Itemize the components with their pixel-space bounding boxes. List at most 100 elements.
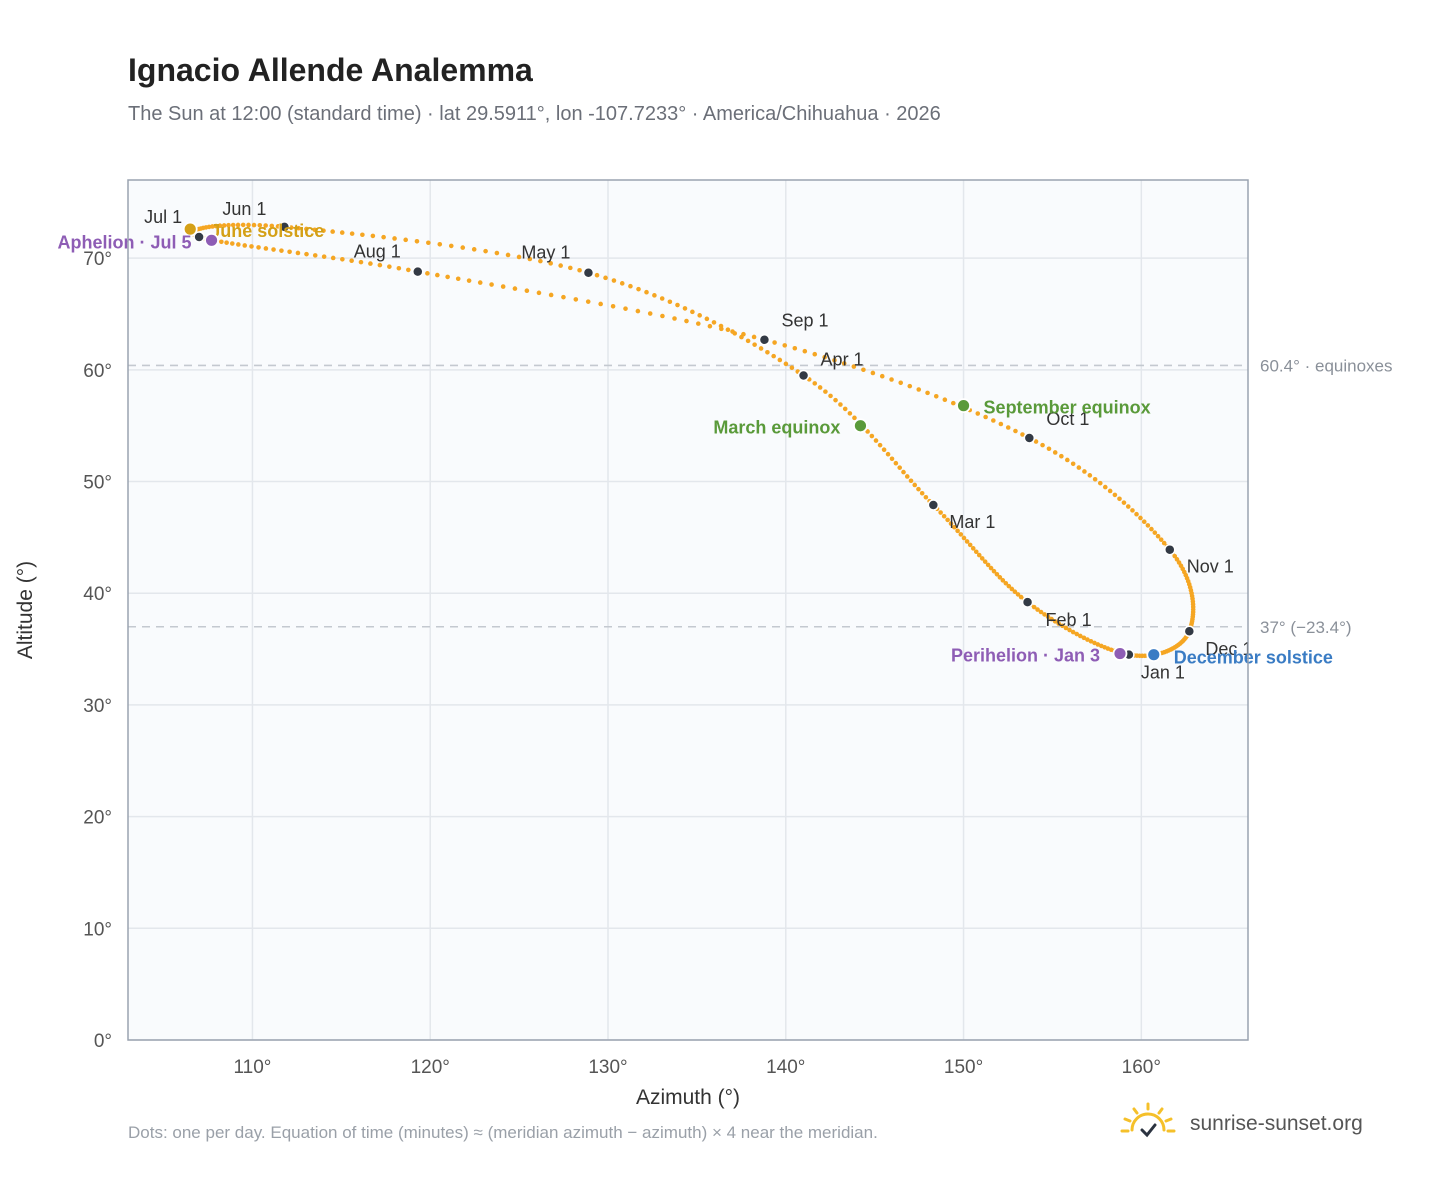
daily-sun-dot [585, 299, 591, 304]
daily-sun-dot [426, 240, 431, 246]
daily-sun-dot [263, 246, 269, 251]
daily-sun-dot [695, 321, 701, 326]
daily-sun-dot [765, 349, 770, 355]
daily-sun-dot [360, 232, 365, 238]
daily-sun-dot [594, 272, 600, 278]
daily-sun-dot [445, 274, 450, 280]
daily-sun-dot [923, 494, 929, 500]
daily-sun-dot [1033, 439, 1039, 444]
daily-sun-dot [976, 552, 982, 558]
daily-sun-dot [898, 380, 904, 386]
daily-sun-dot [500, 284, 506, 289]
daily-sun-dot [711, 320, 717, 325]
brand[interactable]: sunrise-sunset.org [1118, 1100, 1418, 1148]
daily-sun-dot [1149, 526, 1154, 532]
daily-sun-dot [958, 532, 964, 537]
month-marker [1023, 432, 1036, 444]
daily-sun-dot [916, 387, 922, 392]
daily-sun-dot [636, 286, 641, 292]
daily-sun-dot [1005, 425, 1011, 430]
daily-sun-dot [1092, 640, 1097, 646]
daily-sun-dot [1038, 609, 1044, 615]
daily-sun-dot [904, 474, 910, 479]
daily-sun-dot [466, 278, 472, 283]
month-marker [1021, 596, 1034, 608]
daily-sun-dot [213, 223, 219, 229]
event-label: September equinox [984, 398, 1151, 418]
month-marker-label: Jan 1 [1141, 663, 1185, 683]
daily-sun-dot [893, 460, 899, 466]
event-marker [182, 221, 198, 237]
daily-sun-dot [833, 397, 838, 403]
daily-sun-dot [242, 243, 248, 248]
daily-sun-dot [945, 517, 950, 523]
daily-sun-dot [304, 226, 309, 232]
daily-sun-dot [435, 272, 440, 278]
daily-sun-dot [725, 327, 731, 332]
daily-sun-dot [667, 299, 673, 305]
daily-sun-dot [236, 242, 241, 247]
daily-sun-dot [219, 239, 224, 245]
daily-sun-dot [1117, 496, 1122, 502]
daily-sun-dot [1121, 500, 1127, 505]
month-marker [1183, 625, 1196, 637]
event-marker [956, 398, 971, 414]
daily-sun-dot [312, 253, 318, 258]
daily-sun-dot [964, 539, 970, 544]
daily-sun-dot [841, 361, 847, 366]
daily-sun-dot [271, 247, 276, 252]
daily-sun-dot [985, 562, 991, 568]
daily-sun-dot [707, 323, 713, 329]
y-tick-label: 40° [83, 584, 112, 605]
daily-sun-dot [682, 306, 688, 311]
daily-sun-dot [817, 385, 823, 390]
daily-sun-dot [1070, 461, 1076, 467]
footnote: Dots: one per day. Equation of time (min… [128, 1123, 878, 1142]
daily-sun-dot [783, 361, 789, 367]
daily-sun-dot [339, 230, 345, 235]
month-marker-label: May 1 [521, 243, 570, 263]
daily-sun-dot [598, 301, 603, 307]
event-label: June solstice [210, 221, 324, 241]
daily-sun-dot [851, 364, 857, 369]
daily-sun-dot [1000, 578, 1006, 583]
daily-sun-dot [719, 326, 724, 332]
daily-sun-dot [675, 302, 680, 308]
daily-sun-dot [1130, 508, 1135, 513]
daily-sun-dot [745, 338, 751, 344]
month-marker-label: Sep 1 [781, 311, 828, 331]
daily-sun-dot [938, 510, 943, 515]
month-marker-label: Apr 1 [821, 349, 864, 369]
daily-sun-dot [256, 245, 261, 250]
daily-sun-dot [961, 535, 967, 541]
daily-sun-dot [414, 238, 420, 244]
event-label: Aphelion · Jul 5 [58, 232, 192, 252]
x-tick-label: 140° [766, 1057, 805, 1078]
daily-sun-dot [889, 456, 895, 462]
daily-sun-dot [1107, 488, 1113, 494]
daily-sun-dot [516, 254, 522, 260]
daily-sun-dot [991, 568, 997, 574]
daily-sun-dot [210, 224, 215, 229]
daily-sun-dot [879, 373, 885, 379]
daily-sun-dot [269, 223, 275, 229]
month-marker-label: Oct 1 [1046, 409, 1089, 429]
daily-sun-dot [1087, 473, 1093, 478]
daily-sun-dot [235, 222, 241, 228]
daily-sun-dot [948, 521, 954, 526]
daily-sun-dot [782, 343, 788, 348]
y-tick-label: 10° [83, 919, 112, 940]
daily-sun-dot [998, 421, 1004, 427]
daily-sun-dot [224, 240, 229, 245]
month-marker [797, 369, 810, 382]
daily-sun-dot [349, 231, 355, 236]
daily-sun-dot [1052, 450, 1058, 455]
daily-sun-dot [975, 411, 981, 416]
y-tick-label: 0° [94, 1031, 112, 1052]
daily-sun-dot [751, 334, 757, 340]
daily-sun-dot [538, 258, 543, 264]
daily-sun-dot [789, 365, 795, 371]
daily-sun-dot [988, 565, 994, 571]
daily-sun-dot [406, 267, 411, 273]
daily-sun-dot [802, 348, 808, 354]
